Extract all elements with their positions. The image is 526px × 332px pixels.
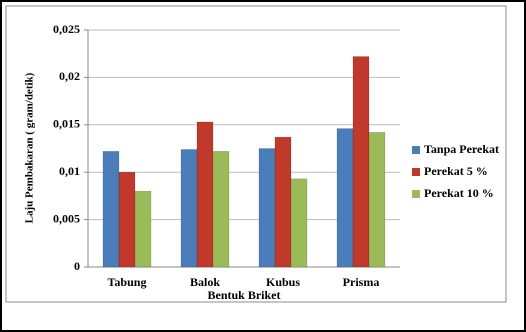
bar bbox=[118, 171, 136, 268]
chart-area bbox=[5, 5, 507, 303]
bar bbox=[102, 151, 120, 268]
bar bbox=[336, 128, 354, 268]
x-axis-label: Bentuk Briket bbox=[207, 288, 280, 302]
legend-label: Perekat 10 % bbox=[424, 186, 494, 200]
bar bbox=[196, 121, 214, 268]
x-tick-label: Tabung bbox=[108, 275, 147, 289]
y-tick-label: 0,015 bbox=[53, 117, 80, 131]
x-tick-label: Balok bbox=[190, 275, 220, 289]
bar bbox=[134, 190, 152, 268]
bar bbox=[180, 149, 198, 268]
y-tick-label: 0,02 bbox=[59, 69, 80, 83]
x-tick-label: Prisma bbox=[343, 275, 380, 289]
bar bbox=[290, 178, 308, 268]
y-tick-label: 0 bbox=[74, 259, 80, 273]
legend-label: Tanpa Perekat bbox=[424, 142, 499, 156]
y-tick-label: 0,005 bbox=[53, 211, 80, 225]
bar bbox=[274, 136, 292, 268]
legend-swatch bbox=[412, 168, 420, 176]
y-tick-label: 0,01 bbox=[59, 164, 80, 178]
y-tick-label: 0,025 bbox=[53, 22, 80, 36]
bar bbox=[352, 56, 370, 268]
legend-swatch bbox=[412, 190, 420, 198]
bar bbox=[368, 132, 386, 268]
legend-label: Perekat 5 % bbox=[424, 164, 488, 178]
x-tick-label: Kubus bbox=[266, 275, 300, 289]
bar bbox=[212, 151, 230, 268]
bar bbox=[258, 148, 276, 268]
legend-swatch bbox=[412, 146, 420, 154]
y-axis-label: Laju Pembakaran ( gram/detik) bbox=[24, 72, 36, 223]
